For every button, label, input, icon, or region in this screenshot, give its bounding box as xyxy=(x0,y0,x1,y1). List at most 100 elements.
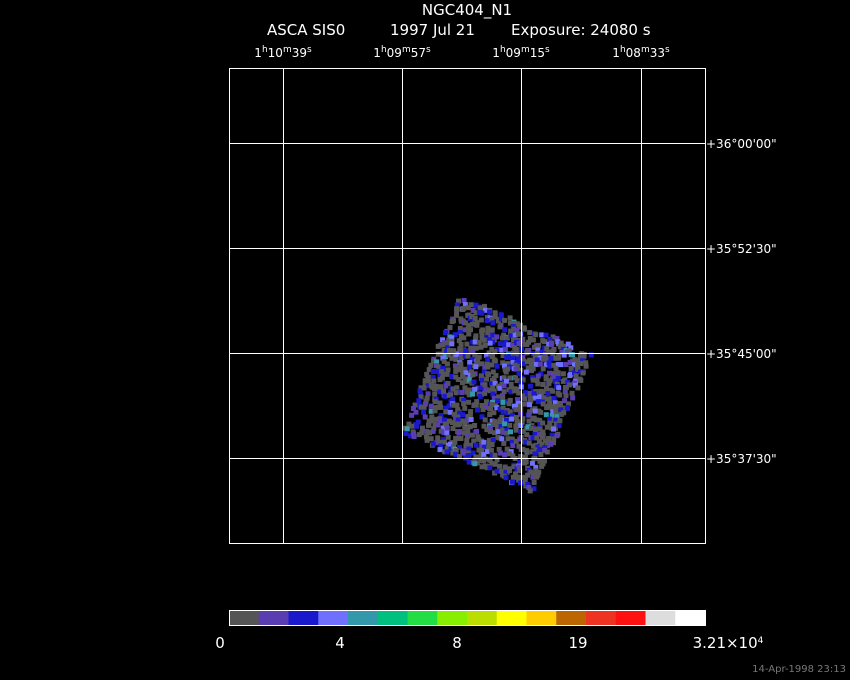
pixel xyxy=(476,339,482,345)
pixel xyxy=(527,336,533,341)
pixel xyxy=(502,342,508,348)
pixel xyxy=(479,335,485,341)
pixel xyxy=(460,450,466,456)
pixel xyxy=(497,324,503,330)
pixel xyxy=(452,439,458,445)
pixel xyxy=(505,410,510,416)
pixel xyxy=(554,433,560,439)
pixel xyxy=(453,448,459,453)
pixel xyxy=(510,324,516,329)
pixel xyxy=(479,361,485,367)
pixel xyxy=(437,389,443,395)
pixel xyxy=(491,422,496,427)
pixel xyxy=(530,416,536,422)
pixel xyxy=(553,408,559,414)
pixel xyxy=(489,402,495,408)
pixel xyxy=(437,400,443,406)
ra-label-part: m xyxy=(641,45,650,55)
pixel xyxy=(498,313,504,319)
pixel xyxy=(457,453,463,459)
pixel xyxy=(497,406,503,412)
colorbar-swatch xyxy=(556,611,587,625)
pixel xyxy=(430,369,436,374)
pixel xyxy=(498,424,504,429)
pixel xyxy=(487,340,493,346)
pixel xyxy=(466,377,472,383)
pixel xyxy=(477,455,483,461)
pixel xyxy=(501,440,507,446)
pixel xyxy=(430,428,436,434)
pixel xyxy=(530,337,536,343)
pixel xyxy=(432,408,438,414)
ra-label-part: 1 xyxy=(373,46,381,60)
colorbar-swatch xyxy=(258,611,289,625)
pixel xyxy=(487,465,493,471)
pixel xyxy=(508,328,514,334)
pixel xyxy=(531,344,537,350)
pixel xyxy=(494,363,500,369)
pixel xyxy=(480,407,486,412)
pixel xyxy=(512,471,518,477)
pixel xyxy=(548,441,554,447)
pixel xyxy=(518,367,524,373)
pixel xyxy=(481,369,487,375)
pixel xyxy=(514,349,519,355)
pixel xyxy=(479,377,485,383)
pixel xyxy=(540,429,546,435)
pixel xyxy=(514,363,520,369)
pixel xyxy=(496,394,502,400)
pixel xyxy=(451,318,456,324)
pixel xyxy=(522,396,528,402)
pixel xyxy=(449,355,455,361)
pixel xyxy=(484,318,490,324)
pixel xyxy=(550,348,556,354)
pixel xyxy=(508,333,514,339)
pixel xyxy=(490,437,496,443)
ra-label-part: s xyxy=(426,45,431,55)
pixel xyxy=(513,415,519,420)
pixel xyxy=(537,361,543,367)
pixel xyxy=(479,464,485,470)
pixel xyxy=(453,435,459,441)
pixel xyxy=(543,376,549,382)
pixel xyxy=(431,378,437,384)
pixel xyxy=(578,361,584,367)
pixel xyxy=(510,353,516,359)
pixel xyxy=(562,343,568,349)
pixel xyxy=(526,418,532,424)
pixel xyxy=(557,344,563,350)
pixel xyxy=(424,434,429,440)
pixel xyxy=(456,298,461,304)
pixel xyxy=(547,370,552,376)
pixel xyxy=(428,418,434,424)
ra-label-part: s xyxy=(665,45,670,55)
pixel xyxy=(501,332,507,338)
pixel xyxy=(482,417,488,423)
pixel xyxy=(543,412,549,418)
pixel xyxy=(511,464,517,470)
pixel xyxy=(482,444,488,450)
pixel xyxy=(450,396,456,402)
pixel xyxy=(548,355,554,361)
pixel xyxy=(526,440,532,446)
pixel xyxy=(466,364,472,370)
pixel xyxy=(498,450,504,456)
pixel xyxy=(456,430,462,436)
pixel xyxy=(465,353,471,359)
pixel xyxy=(484,449,490,455)
pixel xyxy=(487,309,493,315)
pixel xyxy=(568,366,574,371)
pixel xyxy=(489,362,495,368)
pixel xyxy=(485,325,491,331)
pixel xyxy=(451,402,457,408)
pixel xyxy=(526,412,532,418)
pixel xyxy=(474,322,480,328)
pixel xyxy=(492,461,498,467)
pixel xyxy=(424,437,430,443)
pixel xyxy=(531,443,536,449)
pixel xyxy=(544,443,550,449)
pixel xyxy=(513,423,519,429)
pixel xyxy=(545,349,551,355)
pixel xyxy=(518,423,524,428)
pixel xyxy=(466,331,472,337)
